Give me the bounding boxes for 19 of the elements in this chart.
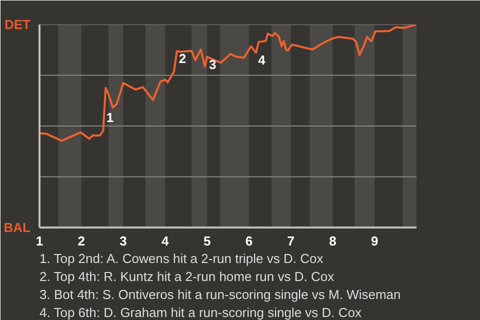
annotation: 1 <box>106 110 114 125</box>
x-tick-label: 6 <box>245 234 253 248</box>
x-tick-label: 2 <box>78 234 86 248</box>
x-tick-label: 3 <box>120 234 127 248</box>
annotation: 4 <box>258 52 266 68</box>
x-tick-label: 9 <box>370 234 378 248</box>
text: BAL <box>4 220 31 235</box>
text: 1. Top 2nd: A. Cowens hit a 2-run triple vs D. Cox <box>40 251 324 266</box>
annotation: 2 <box>178 51 186 66</box>
x-tick-label: 8 <box>329 234 336 248</box>
x-tick-label: 5 <box>203 234 211 248</box>
text: 4. Top 6th: D. Graham hit a run-scoring single vs D. Cox <box>40 305 362 320</box>
text: 3. Bot 4th: S. Ontiveros hit a run-scoring single vs M. Wiseman <box>40 287 401 302</box>
x-tick-label: 1 <box>36 234 44 248</box>
text: 2. Top 4th: R. Kuntz hit a 2-run home run vs D. Cox <box>40 269 335 284</box>
x-tick-label: 7 <box>287 234 294 248</box>
x-tick-label: 4 <box>162 234 170 248</box>
text: DET <box>4 17 31 32</box>
annotation: 3 <box>209 56 216 72</box>
